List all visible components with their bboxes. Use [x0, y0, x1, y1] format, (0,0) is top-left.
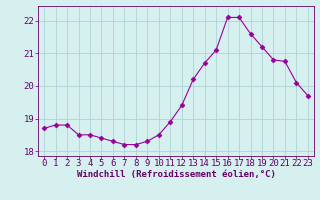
X-axis label: Windchill (Refroidissement éolien,°C): Windchill (Refroidissement éolien,°C): [76, 170, 276, 179]
